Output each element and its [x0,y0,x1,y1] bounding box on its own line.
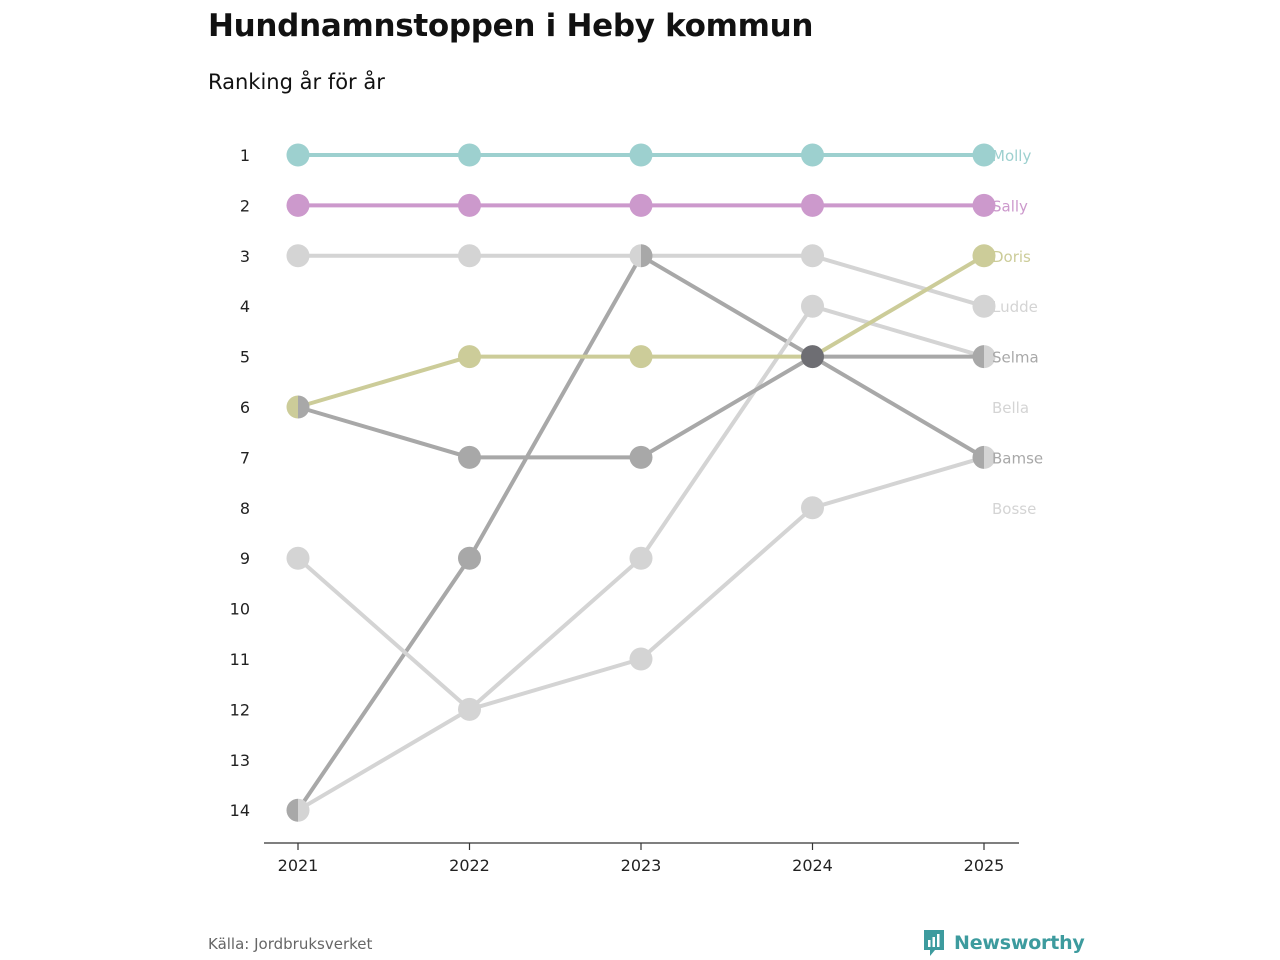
marker-selma-bella-2025-right [984,345,996,369]
series-label-bosse: Bosse [992,500,1036,518]
y-tick-label-14: 14 [230,801,250,820]
series-label-doris: Doris [992,248,1031,266]
marker-molly-2021 [286,143,310,167]
marker-sally-2021 [286,193,310,217]
series-label-molly: Molly [992,147,1031,165]
newsworthy-logo-icon [924,930,944,956]
marker-bella-2023 [629,546,653,570]
y-tick-label-13: 13 [230,751,250,770]
y-tick-label-10: 10 [230,600,250,619]
series-label-sally: Sally [992,197,1028,215]
series-line-bosse [296,455,986,813]
chart-title: Hundnamnstoppen i Heby kommun [208,8,814,44]
marker-ludde-2024 [801,244,824,268]
marker-selma-bella-2025-left [972,345,984,369]
brand-logo: Newsworthy [922,928,1085,958]
series-line-selma [296,354,986,460]
marker-molly-2022 [458,143,481,167]
marker-bamse-bosse-2021-left [286,798,298,822]
marker-selma-2022 [458,445,481,469]
brand-name: Newsworthy [954,932,1085,954]
marker-molly-2023 [629,143,653,167]
y-tick-label-2: 2 [240,196,250,215]
marker-sally-2023 [629,193,653,217]
series-label-ludde: Ludde [992,298,1038,316]
marker-bella-2024 [801,294,824,318]
marker-doris-2025 [972,244,996,268]
series-line-doris [296,253,986,409]
marker-doris-selma-2021-right [298,395,310,419]
x-tick-label-2025: 2025 [964,856,1005,875]
x-tick-label-2021: 2021 [278,856,319,875]
marker-bamse-bosse-2025-left [972,445,984,469]
y-tick-label-4: 4 [240,297,250,316]
marker-bosse-2024 [801,496,824,520]
y-tick-label-12: 12 [230,700,250,719]
marker-selma-2023 [629,445,653,469]
marker-sally-2025 [972,193,996,217]
y-tick-label-3: 3 [240,247,250,266]
marker-sally-2024 [801,193,824,217]
y-tick-label-6: 6 [240,398,250,417]
series-label-bella: Bella [992,399,1029,417]
marker-bella-2021 [286,546,310,570]
y-tick-label-7: 7 [240,448,250,467]
marker-bosse-2023 [629,647,653,671]
marker-molly-2025 [972,143,996,167]
series-label-selma: Selma [992,349,1039,367]
marker-ludde-2022 [458,244,481,268]
marker-bamse-2022 [458,546,481,570]
series-label-bamse: Bamse [992,449,1043,467]
x-tick-label-2024: 2024 [792,856,833,875]
y-tick-label-1: 1 [240,146,250,165]
y-tick-label-9: 9 [240,549,250,568]
marker-ludde-bamse-2023-right [641,244,653,268]
x-tick-label-2022: 2022 [449,856,490,875]
source-note: Källa: Jordbruksverket [208,935,373,953]
marker-doris-2023 [629,345,653,369]
y-tick-label-5: 5 [240,348,250,367]
marker-doris-selma-2021-left [286,395,298,419]
x-tick-label-2023: 2023 [621,856,662,875]
y-tick-label-11: 11 [230,650,250,669]
marker-bella-bosse-2022 [458,697,481,721]
series-line-bamse [296,253,986,813]
marker-ludde-2025 [972,294,996,318]
y-tick-label-8: 8 [240,499,250,518]
marker-bamse-bosse-2025-right [984,445,996,469]
marker-ludde-bamse-2023-left [629,244,641,268]
chart-subtitle: Ranking år för år [208,70,385,94]
marker-doris-selma-bamse-2024 [801,345,824,369]
marker-sally-2022 [458,193,481,217]
marker-ludde-2021 [286,244,310,268]
marker-bamse-bosse-2021-right [298,798,310,822]
marker-doris-2022 [458,345,481,369]
marker-molly-2024 [801,143,824,167]
